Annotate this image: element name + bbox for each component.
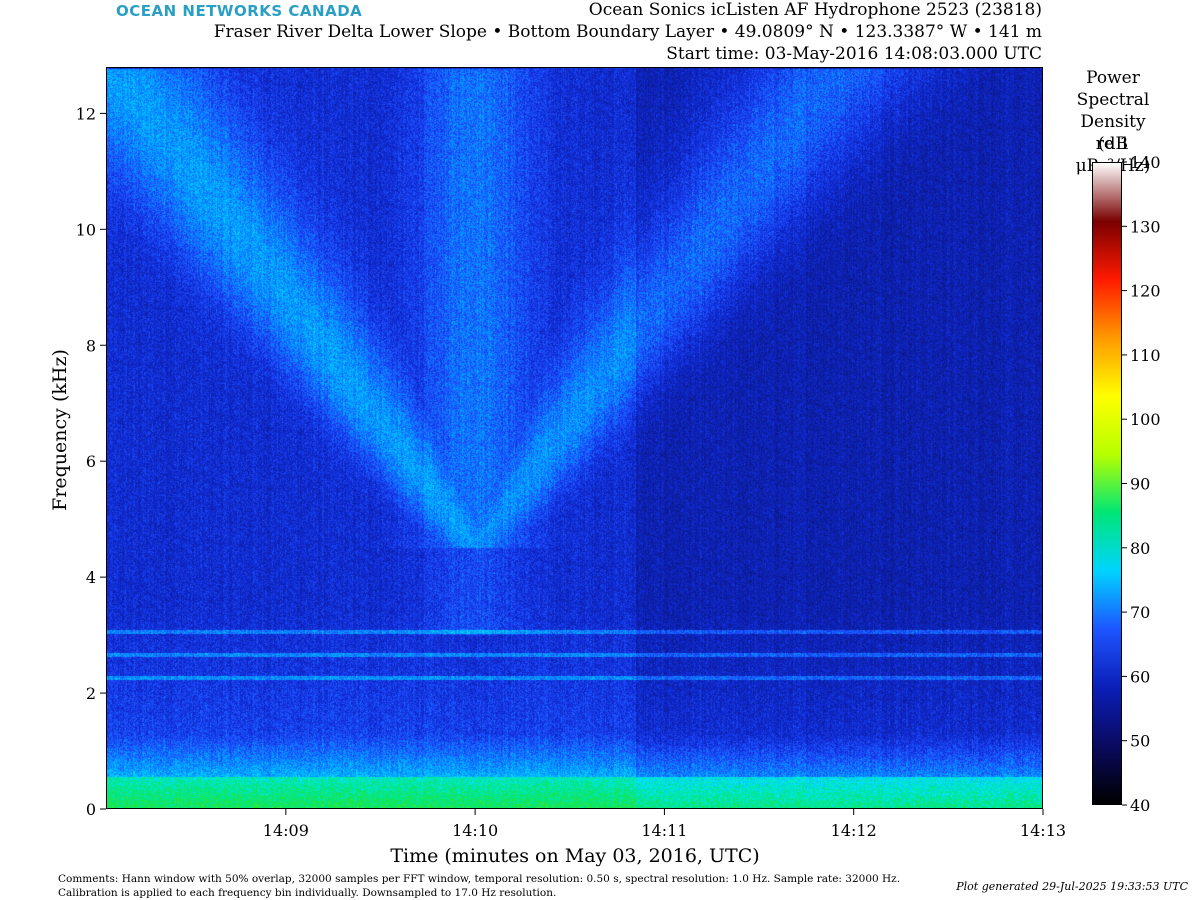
colorbar-tick-label: 110 <box>1130 346 1161 365</box>
comments: Comments: Hann window with 50% overlap, … <box>58 872 900 900</box>
colorbar-ticks: 40 50 60 70 80 90 100 110 120 130 140 <box>1122 153 1161 815</box>
y-tick-label: 10 <box>76 220 96 239</box>
comments-line-2: Calibration is applied to each frequency… <box>58 887 557 899</box>
colorbar-tick-label: 80 <box>1130 539 1150 558</box>
colorbar-tick-label: 50 <box>1130 732 1150 751</box>
colorbar-tick-label: 40 <box>1130 796 1150 815</box>
colorbar-tick-label: 90 <box>1130 475 1150 494</box>
spectrogram-heatmap <box>107 68 1042 808</box>
y-tick-label: 12 <box>76 104 96 123</box>
chart-title-start-time: Start time: 03-May-2016 14:08:03.000 UTC <box>666 44 1042 64</box>
brand-logo-text: OCEAN NETWORKS CANADA <box>116 2 363 20</box>
colorbar <box>1092 162 1122 805</box>
x-axis-ticks: 14:09 14:10 14:11 14:12 14:13 <box>263 809 1066 840</box>
x-tick-label: 14:10 <box>452 821 498 840</box>
chart-title-location: Fraser River Delta Lower Slope • Bottom … <box>213 22 1042 42</box>
y-axis-label: Frequency (kHz) <box>49 349 71 511</box>
x-axis-label: Time (minutes on May 03, 2016, UTC) <box>390 845 759 867</box>
spectrogram-plot-area <box>106 67 1043 809</box>
chart-title-instrument: Ocean Sonics icListen AF Hydrophone 2523… <box>588 0 1042 20</box>
colorbar-tick-label: 130 <box>1130 217 1161 236</box>
comments-line-1: Comments: Hann window with 50% overlap, … <box>58 873 901 885</box>
y-tick-label: 2 <box>86 684 96 703</box>
colorbar-tick-label: 140 <box>1130 153 1161 172</box>
colorbar-tick-label: 70 <box>1130 603 1150 622</box>
y-tick-label: 0 <box>86 800 96 819</box>
colorbar-label-line-2: Spectral <box>1076 90 1150 110</box>
colorbar-label-line-1: Power <box>1086 68 1140 88</box>
y-axis-ticks: 0 2 4 6 8 10 12 <box>76 104 106 819</box>
y-tick-label: 8 <box>86 336 96 355</box>
x-tick-label: 14:13 <box>1020 821 1066 840</box>
colorbar-label-line-3: Density (dB <box>1080 112 1146 154</box>
x-tick-label: 14:11 <box>641 821 687 840</box>
y-tick-label: 6 <box>86 452 96 471</box>
plot-generated-timestamp: Plot generated 29-Jul-2025 19:33:53 UTC <box>956 880 1188 893</box>
y-tick-label: 4 <box>86 568 96 587</box>
x-tick-label: 14:12 <box>831 821 877 840</box>
colorbar-tick-label: 100 <box>1130 410 1161 429</box>
colorbar-tick-label: 60 <box>1130 667 1150 686</box>
colorbar-tick-label: 120 <box>1130 282 1161 301</box>
x-tick-label: 14:09 <box>263 821 309 840</box>
